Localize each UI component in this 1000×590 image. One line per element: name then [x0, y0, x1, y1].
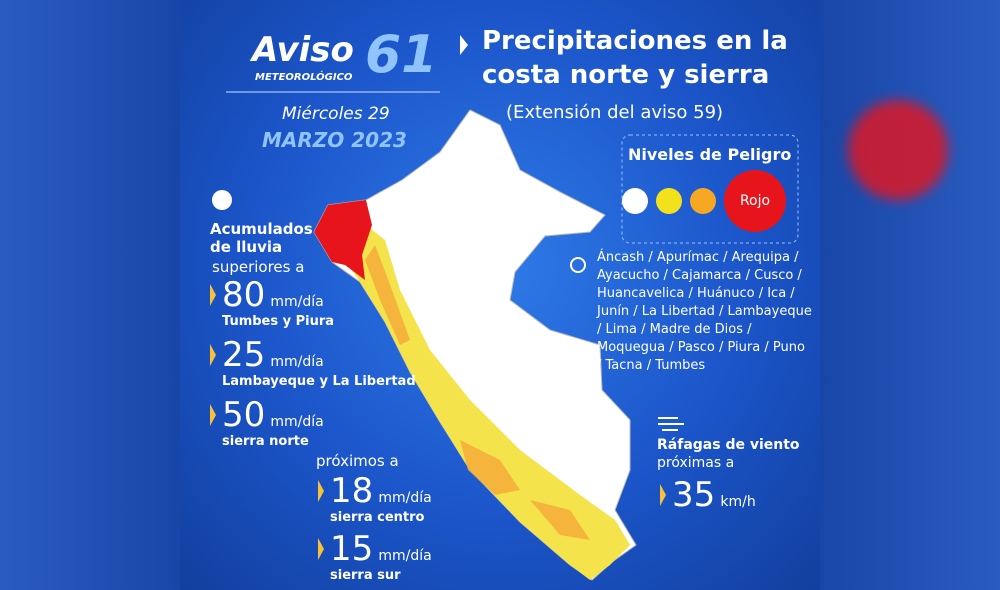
- rain-intro: próximos a: [316, 452, 399, 470]
- title: costa norte y sierra: [482, 60, 770, 90]
- wind-intro: próximas a: [657, 455, 735, 471]
- region-line: Ayacucho / Cajamarca / Cusco /: [597, 268, 802, 283]
- rain-place: Lambayeque y La Libertad: [222, 374, 416, 389]
- region-line: Huancavelica / Huánuco / Ica /: [597, 286, 795, 301]
- wind-number: 35: [672, 475, 716, 515]
- orange-zone: [460, 440, 520, 495]
- levels-title: Niveles de Peligro: [628, 145, 792, 164]
- rain-unit: mm/día: [270, 354, 324, 370]
- title-note: (Extensión del aviso 59): [506, 102, 724, 123]
- rain-place: sierra norte: [222, 434, 309, 449]
- level-yellow: [656, 188, 682, 214]
- rain-unit: mm/día: [270, 294, 324, 310]
- rain-place: sierra sur: [330, 568, 401, 583]
- rain-heading: Acumulados de lluvia: [210, 220, 313, 256]
- rain-number: 15: [330, 529, 374, 569]
- rain-value: 25 mm/día: [222, 338, 324, 372]
- rain-unit: mm/día: [378, 490, 432, 506]
- value-arrow: [318, 480, 324, 502]
- rain-number: 25: [222, 335, 266, 375]
- rain-heading-line: Acumulados: [210, 220, 313, 238]
- region-line: Junín / La Libertad / Lambayeque: [597, 304, 812, 319]
- rain-value: 50 mm/día: [222, 398, 324, 432]
- wind-icon: [658, 417, 684, 431]
- brand-subtitle: METEOROLÓGICO: [255, 72, 353, 83]
- level-red: Rojo: [724, 170, 786, 232]
- wind-heading: Ráfagas de viento: [657, 437, 800, 453]
- rain-place: sierra centro: [330, 510, 425, 525]
- title: Precipitaciones en la: [482, 26, 788, 56]
- day: Miércoles 29: [282, 104, 390, 124]
- title-arrow: [460, 35, 468, 55]
- rain-number: 18: [330, 471, 374, 511]
- value-arrow: [210, 404, 216, 426]
- rain-unit: mm/día: [378, 548, 432, 564]
- region-line: Moquegua / Pasco / Piura / Puno: [597, 340, 805, 355]
- cloud-icon: [212, 190, 232, 210]
- red-zone: [314, 200, 372, 280]
- blur-decoration: [848, 100, 948, 200]
- value-arrow: [210, 344, 216, 366]
- rain-value: 18 mm/día: [330, 474, 432, 508]
- rain-value: 80 mm/día: [222, 278, 324, 312]
- orange-zone: [365, 245, 410, 345]
- levels-box: [621, 134, 799, 244]
- rain-value: 15 mm/día: [330, 532, 432, 566]
- location-icon: [570, 257, 586, 273]
- level-orange: [690, 188, 716, 214]
- value-arrow: [318, 538, 324, 560]
- warning-number: 61: [365, 25, 438, 85]
- region-line: Áncash / Apurímac / Arequipa /: [597, 250, 799, 265]
- brand: Aviso: [252, 30, 354, 70]
- wind-unit: km/h: [720, 494, 756, 510]
- region-line: / Tacna / Tumbes: [597, 358, 706, 373]
- region-line: / Lima / Madre de Dios /: [597, 322, 752, 337]
- wind-value: 35 km/h: [672, 478, 756, 512]
- rain-heading-line: de lluvia: [210, 238, 283, 256]
- rain-intro: superiores a: [212, 258, 305, 276]
- rain-number: 80: [222, 275, 266, 315]
- level-white: [622, 188, 648, 214]
- rain-place: Tumbes y Piura: [222, 314, 335, 329]
- yellow-zone: [345, 225, 630, 580]
- wind-arrow: [660, 484, 666, 506]
- rain-number: 50: [222, 395, 266, 435]
- value-arrow: [210, 284, 216, 306]
- date: MARZO 2023: [262, 128, 407, 152]
- orange-zone: [530, 500, 590, 540]
- rain-unit: mm/día: [270, 414, 324, 430]
